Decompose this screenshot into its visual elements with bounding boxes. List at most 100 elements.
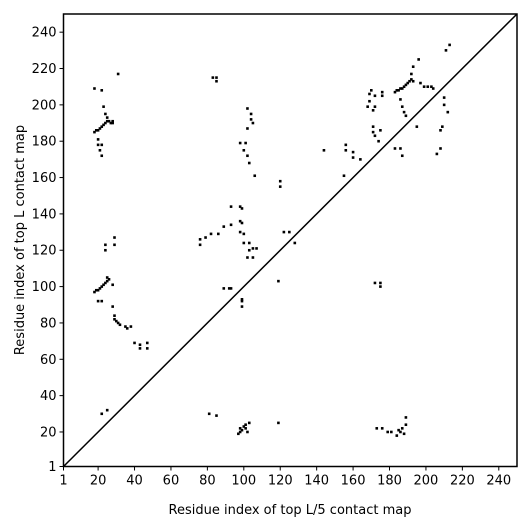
contact-point	[96, 143, 100, 147]
contact-point	[113, 318, 116, 321]
contact-point	[380, 90, 384, 94]
contact-point	[98, 127, 102, 130]
contact-point	[105, 408, 109, 412]
contact-point	[244, 141, 247, 145]
contact-point	[417, 58, 420, 61]
contact-point	[246, 154, 249, 158]
contact-point	[240, 428, 244, 432]
x-tick-label: 160	[341, 474, 366, 489]
contact-point	[246, 127, 249, 130]
contact-point	[406, 81, 410, 85]
contact-point	[404, 114, 408, 118]
contact-point	[98, 148, 102, 152]
contact-point	[198, 243, 202, 247]
contact-point	[408, 79, 411, 83]
contact-point	[399, 87, 402, 90]
contact-point	[125, 327, 129, 330]
x-tick-label: 40	[126, 474, 143, 489]
contact-point	[133, 341, 136, 345]
y-tick-label: 80	[40, 316, 57, 331]
contact-point	[113, 236, 116, 239]
contact-point	[129, 325, 133, 328]
x-tick-label: 20	[90, 474, 107, 489]
contact-point	[100, 299, 104, 303]
x-tick-label: 180	[377, 474, 402, 489]
contact-point	[411, 79, 415, 83]
contact-point	[238, 205, 242, 208]
x-tick-label: 1	[59, 474, 67, 489]
contact-point	[371, 125, 375, 128]
contact-point	[100, 285, 104, 288]
contact-point	[96, 288, 100, 292]
y-tick-label: 140	[32, 207, 57, 222]
x-tick-label: 80	[199, 474, 216, 489]
contact-point	[379, 281, 382, 285]
contact-point	[118, 323, 122, 327]
contact-point	[93, 130, 96, 134]
contact-point	[138, 347, 142, 350]
x-tick-label: 240	[486, 474, 511, 489]
contact-point	[209, 232, 213, 236]
contact-point	[111, 119, 114, 123]
contact-point	[402, 110, 406, 114]
contact-point	[368, 99, 371, 103]
contact-point	[222, 287, 226, 290]
contact-point	[253, 174, 257, 178]
contact-point	[342, 174, 346, 178]
contact-point	[207, 412, 211, 416]
contact-point	[400, 427, 404, 430]
contact-point	[442, 103, 446, 107]
contact-point	[229, 205, 233, 208]
contact-point	[105, 276, 109, 279]
contact-point	[410, 78, 413, 81]
y-tick-label: 60	[40, 353, 57, 368]
x-axis-label: Residue index of top L/5 contact map	[169, 503, 412, 518]
contact-point	[93, 87, 96, 90]
contact-point	[145, 341, 149, 345]
contact-point	[238, 219, 242, 223]
contact-point	[400, 105, 404, 108]
contact-point	[100, 412, 104, 416]
y-tick-label: 100	[32, 280, 57, 295]
contact-point	[444, 49, 448, 52]
contact-point	[96, 138, 100, 141]
contact-point	[402, 85, 406, 88]
y-tick-label: 40	[40, 389, 57, 404]
contact-point	[244, 423, 247, 427]
contact-point	[251, 247, 255, 250]
contact-point	[399, 98, 402, 101]
x-tick-label: 200	[414, 474, 439, 489]
contact-point	[247, 241, 251, 245]
contact-point	[351, 156, 355, 159]
contact-point	[145, 347, 149, 350]
contact-point	[373, 134, 377, 138]
y-tick-label: 20	[40, 425, 57, 440]
contact-point	[399, 430, 402, 434]
contact-point	[344, 143, 348, 147]
contact-point	[373, 94, 377, 98]
contact-point	[288, 230, 291, 234]
contact-point	[446, 110, 450, 114]
contact-point	[368, 92, 371, 96]
contact-point	[229, 223, 233, 227]
contact-point	[238, 430, 242, 434]
contact-point	[94, 288, 98, 292]
contact-point	[240, 298, 244, 301]
contact-point	[404, 416, 408, 419]
contact-point	[105, 116, 109, 119]
y-tick-label: 220	[32, 62, 57, 77]
contact-point	[430, 85, 433, 88]
contact-point	[255, 247, 258, 250]
contact-point	[371, 130, 375, 134]
contact-point	[211, 76, 215, 79]
contact-point	[111, 305, 114, 308]
contact-point	[104, 243, 107, 247]
contact-point	[222, 225, 226, 228]
diagonal-line	[62, 13, 518, 468]
contact-point	[278, 185, 282, 188]
contact-point	[426, 85, 430, 88]
contact-point	[247, 421, 251, 425]
contact-point	[251, 256, 255, 259]
contact-point	[102, 105, 105, 108]
contact-point	[400, 154, 404, 158]
